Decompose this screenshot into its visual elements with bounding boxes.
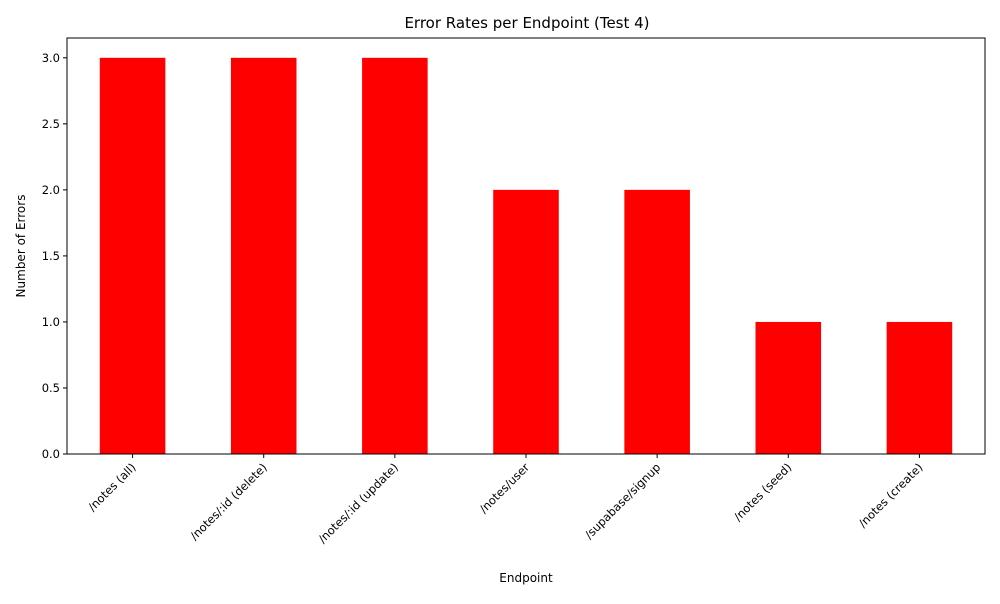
x-tick-label: /notes/:id (update)	[315, 460, 401, 546]
bar	[99, 57, 166, 455]
y-tick-label: 1.0	[42, 315, 60, 329]
bars-group	[99, 57, 953, 455]
y-axis-label: Number of Errors	[14, 195, 28, 298]
bar	[230, 57, 297, 455]
x-tick-label: /notes/user	[476, 460, 532, 516]
y-tick-label: 2.0	[42, 183, 60, 197]
x-axis-ticks: /notes (all) /notes/:id (delete) /notes/:i…	[85, 454, 926, 546]
chart-title: Error Rates per Endpoint (Test 4)	[404, 14, 649, 32]
bar	[624, 189, 690, 454]
plot-area-frame	[66, 37, 986, 455]
bar	[886, 321, 953, 454]
bar	[362, 57, 428, 455]
y-tick-label: 0.5	[42, 381, 60, 395]
x-axis-label: Endpoint	[499, 571, 553, 585]
x-tick-label: /supabase/signup	[582, 460, 663, 541]
x-tick-label: /notes (seed)	[731, 460, 795, 524]
y-tick-label: 2.5	[42, 117, 60, 131]
y-tick-label: 1.5	[42, 249, 60, 263]
bar	[493, 189, 559, 454]
x-tick-label: /notes (create)	[856, 460, 926, 530]
y-tick-label: 3.0	[42, 51, 60, 65]
y-tick-label: 0.0	[42, 447, 60, 461]
bar	[755, 321, 822, 454]
y-axis-ticks: 0.0 0.5 1.0 1.5 2.0 2.5 3.0	[42, 51, 67, 461]
x-tick-label: /notes (all)	[85, 460, 139, 514]
x-tick-label: /notes/:id (delete)	[187, 460, 270, 543]
